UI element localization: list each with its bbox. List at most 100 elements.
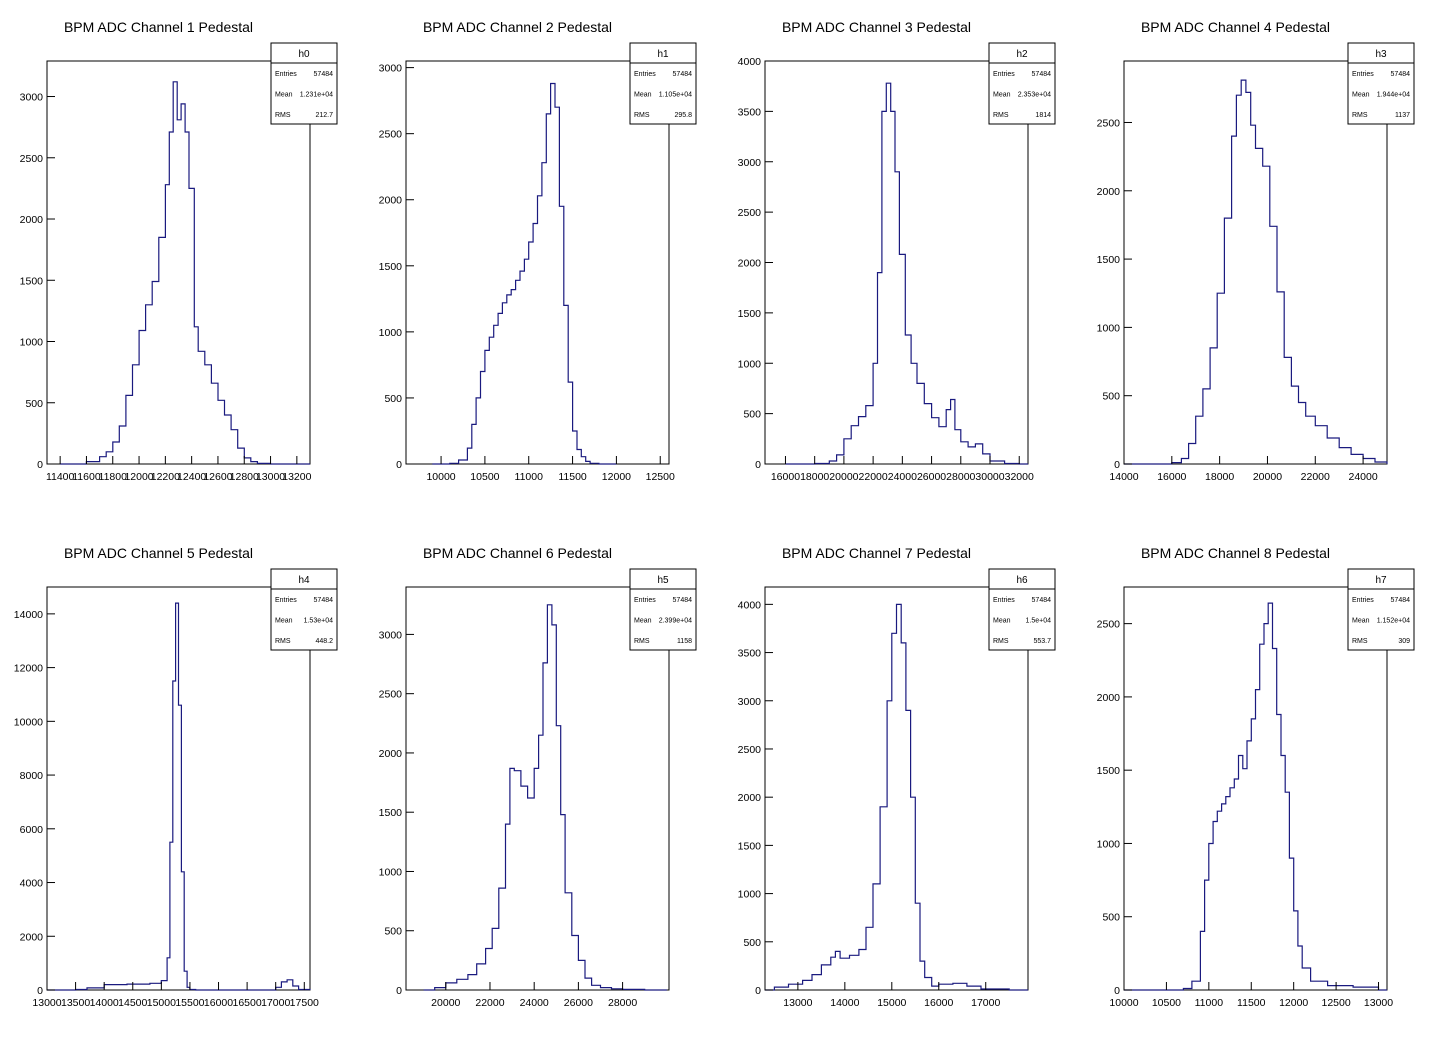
y-tick-label: 1500: [379, 261, 403, 273]
y-tick-label: 2000: [738, 792, 762, 804]
histogram-line: [785, 82, 1028, 465]
y-tick-label: 0: [755, 459, 761, 471]
x-tick-label: 14500: [118, 997, 147, 1009]
x-tick-label: 22000: [859, 471, 888, 483]
histogram-line: [60, 81, 310, 465]
x-tick-label: 13000: [256, 471, 285, 483]
x-tick-label: 13000: [783, 997, 812, 1009]
stats-entries-label: Entries: [634, 71, 656, 78]
x-tick-label: 13000: [32, 997, 61, 1009]
y-tick-label: 1000: [1097, 322, 1121, 334]
y-tick-label: 1000: [738, 889, 762, 901]
y-tick-label: 500: [743, 937, 761, 949]
stats-rms-label: RMS: [993, 638, 1009, 645]
histogram-line: [765, 603, 1028, 991]
stats-entries-value: 57484: [1391, 71, 1411, 78]
x-tick-label: 11600: [72, 471, 101, 483]
y-tick-label: 1500: [738, 840, 762, 852]
y-tick-label: 1500: [1097, 254, 1121, 266]
stats-mean-value: 1.5e+04: [1026, 618, 1052, 625]
y-tick-label: 2500: [379, 129, 403, 141]
stats-mean-label: Mean: [1352, 618, 1370, 625]
stats-box-frame: [1347, 568, 1415, 651]
chart-title: BPM ADC Channel 8 Pedestal: [1141, 545, 1330, 561]
y-tick-label: 2500: [738, 207, 762, 219]
y-tick-label: 500: [1102, 912, 1120, 924]
stats-box: h3 Entries 57484 Mean 1.944e+04 RMS 1137: [1347, 42, 1415, 125]
stats-box: h5 Entries 57484 Mean 2.399e+04 RMS 1158: [629, 568, 697, 651]
x-tick-label: 12000: [1279, 997, 1308, 1009]
y-tick-label: 2000: [1097, 186, 1121, 198]
x-tick-label: 11500: [558, 471, 587, 483]
y-tick-label: 1000: [379, 327, 403, 339]
x-tick-label: 20000: [431, 997, 460, 1009]
x-tick-label: 24000: [1348, 471, 1377, 483]
x-tick-label: 28000: [608, 997, 637, 1009]
x-tick-label: 26000: [564, 997, 593, 1009]
x-tick-label: 22000: [1301, 471, 1330, 483]
histogram-line: [1124, 79, 1388, 465]
x-tick-label: 20000: [829, 471, 858, 483]
x-tick-label: 24000: [888, 471, 917, 483]
x-tick-label: 12400: [177, 471, 206, 483]
y-tick-label: 2000: [379, 748, 403, 760]
y-tick-label: 10000: [14, 716, 43, 728]
stats-box: h4 Entries 57484 Mean 1.53e+04 RMS 448.2: [270, 568, 338, 651]
stats-entries-value: 57484: [673, 597, 693, 604]
stats-rms-value: 212.7: [315, 112, 333, 119]
histogram-panel-4: BPM ADC Channel 4 Pedestal 14000 16000 1800…: [1097, 19, 1415, 483]
stats-rms-value: 309: [1398, 638, 1410, 645]
x-tick-label: 28000: [946, 471, 975, 483]
stats-mean-value: 1.231e+04: [300, 92, 333, 99]
y-tick-label: 1000: [379, 866, 403, 878]
stats-mean-value: 2.353e+04: [1018, 92, 1051, 99]
x-tick-label: 11400: [46, 471, 75, 483]
stats-entries-label: Entries: [275, 71, 297, 78]
y-tick-label: 0: [1114, 459, 1120, 471]
x-tick-label: 12200: [151, 471, 180, 483]
plot-frame: [405, 586, 670, 991]
x-tick-label: 12800: [230, 471, 259, 483]
stats-box: h2 Entries 57484 Mean 2.353e+04 RMS 1814: [988, 42, 1056, 125]
stats-name: h2: [1016, 49, 1028, 60]
y-tick-label: 2000: [1097, 692, 1121, 704]
stats-entries-label: Entries: [1352, 71, 1374, 78]
stats-name: h3: [1375, 49, 1387, 60]
y-tick-label: 2500: [1097, 619, 1121, 631]
stats-mean-label: Mean: [275, 92, 293, 99]
x-tick-label: 14000: [1109, 471, 1138, 483]
stats-name: h1: [657, 49, 669, 60]
stats-box-frame: [270, 42, 338, 125]
y-tick-label: 3000: [738, 696, 762, 708]
y-tick-label: 3000: [379, 629, 403, 641]
stats-rms-value: 1137: [1395, 112, 1410, 119]
x-tick-label: 14000: [90, 997, 119, 1009]
stats-rms-label: RMS: [1352, 112, 1368, 119]
stats-mean-value: 2.399e+04: [659, 618, 692, 625]
y-tick-label: 2000: [20, 214, 44, 226]
stats-rms-label: RMS: [275, 638, 291, 645]
stats-rms-label: RMS: [634, 112, 650, 119]
stats-mean-label: Mean: [634, 618, 652, 625]
stats-entries-label: Entries: [993, 71, 1015, 78]
y-tick-label: 3000: [20, 92, 44, 104]
stats-entries-label: Entries: [634, 597, 656, 604]
x-tick-label: 20000: [1253, 471, 1282, 483]
x-tick-label: 16500: [233, 997, 262, 1009]
chart-title: BPM ADC Channel 6 Pedestal: [423, 545, 612, 561]
x-tick-label: 16000: [924, 997, 953, 1009]
x-tick-label: 11000: [515, 471, 544, 483]
x-tick-label: 12000: [602, 471, 631, 483]
y-tick-label: 3000: [379, 63, 403, 75]
x-tick-label: 18000: [1205, 471, 1234, 483]
chart-title: BPM ADC Channel 4 Pedestal: [1141, 19, 1330, 35]
stats-entries-label: Entries: [1352, 597, 1374, 604]
stats-box-frame: [988, 568, 1056, 651]
x-tick-label: 10500: [470, 471, 499, 483]
x-tick-label: 13200: [282, 471, 311, 483]
y-tick-label: 12000: [14, 663, 43, 675]
y-tick-label: 0: [396, 985, 402, 997]
